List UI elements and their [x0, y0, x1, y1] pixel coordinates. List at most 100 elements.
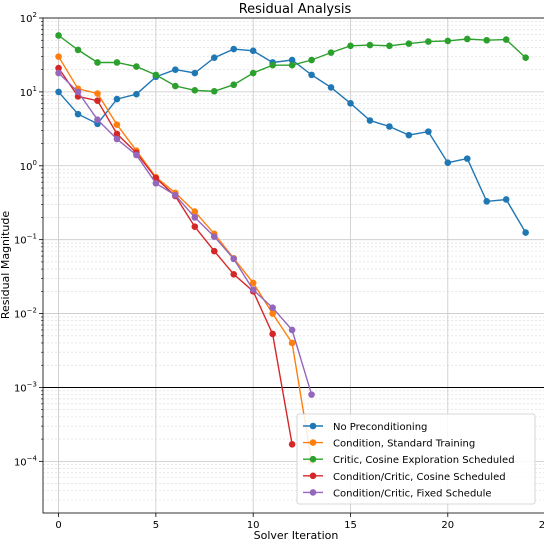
data-point: [386, 123, 393, 130]
x-axis-ticks: 0 5 10 15 20 25: [55, 513, 544, 531]
x-tick-label: 20: [441, 520, 454, 531]
data-point: [230, 270, 238, 278]
data-point: [113, 130, 121, 138]
data-point: [55, 53, 62, 60]
y-tick-label: 102: [20, 11, 37, 25]
legend-marker: [309, 439, 317, 446]
data-point: [288, 441, 296, 448]
data-point: [74, 110, 82, 118]
legend-marker: [309, 422, 317, 430]
data-point: [133, 63, 140, 70]
series-line: [58, 56, 313, 462]
data-point: [113, 59, 121, 66]
data-point: [210, 87, 218, 95]
data-point: [522, 229, 529, 236]
data-point: [502, 196, 510, 203]
data-point: [94, 97, 101, 104]
data-point: [269, 330, 276, 338]
series: [55, 45, 529, 236]
data-point: [210, 247, 218, 255]
data-point: [94, 59, 101, 66]
x-tick-label: 5: [153, 520, 159, 531]
legend-marker: [309, 489, 317, 496]
data-point: [269, 304, 276, 312]
data-point: [288, 56, 296, 64]
data-point: [172, 66, 179, 73]
data-point: [366, 117, 374, 124]
data-point: [55, 32, 62, 39]
y-tick-label: 100: [20, 159, 37, 173]
data-point: [113, 95, 121, 103]
plot-frame: [42, 17, 544, 514]
data-point: [288, 326, 296, 334]
data-point: [425, 128, 432, 135]
data-point: [308, 391, 315, 398]
data-point: [249, 69, 257, 77]
data-point: [191, 208, 199, 215]
data-point: [463, 35, 471, 43]
data-point: [425, 38, 432, 45]
y-tick-label: 10−1: [14, 233, 37, 247]
data-point: [327, 49, 335, 56]
data-point: [133, 90, 140, 98]
data-point: [405, 131, 413, 139]
data-point: [502, 36, 510, 43]
y-tick-label: 10−4: [14, 454, 38, 468]
legend-label: No Preconditioning: [333, 422, 427, 433]
data-point: [347, 42, 354, 50]
data-point: [55, 64, 62, 72]
data-point: [269, 61, 276, 69]
data-point: [74, 88, 82, 96]
x-tick-label: 25: [539, 520, 544, 531]
data-point: [288, 61, 296, 69]
data-point: [444, 37, 452, 45]
data-point: [366, 41, 374, 49]
legend-item: No Preconditioning: [303, 422, 427, 433]
data-point: [152, 179, 160, 187]
data-point: [463, 155, 471, 162]
data-point: [191, 214, 199, 221]
data-point: [172, 191, 179, 199]
data-point: [191, 223, 199, 230]
data-point: [522, 54, 529, 62]
chart-title: Residual Analysis: [239, 2, 352, 17]
legend-label: Condition, Standard Training: [333, 439, 475, 450]
legend-item: Condition/Critic, Cosine Scheduled: [303, 472, 506, 483]
data-point: [94, 90, 101, 97]
data-point: [249, 279, 257, 287]
data-point: [327, 84, 335, 91]
data-point: [405, 40, 413, 47]
data-point: [152, 71, 160, 79]
legend-item: Condition, Standard Training: [303, 439, 475, 450]
data-point: [74, 46, 82, 54]
data-point: [230, 45, 238, 53]
data-point: [230, 81, 238, 89]
x-axis-label: Solver Iteration: [254, 529, 339, 540]
legend-label: Condition/Critic, Fixed Schedule: [333, 488, 492, 499]
data-point: [249, 286, 257, 294]
legend: No Preconditioning Condition, Standard Tr…: [296, 413, 536, 505]
x-tick-label: 15: [344, 520, 357, 531]
legend-item: Critic, Cosine Exploration Scheduled: [303, 455, 515, 466]
y-tick-label: 10−2: [14, 307, 37, 321]
data-point: [113, 135, 121, 143]
data-point: [308, 56, 315, 64]
y-axis-ticks: 10−4 10−3 10−2 10−1 100 101 102: [14, 11, 43, 468]
data-point: [288, 339, 296, 347]
data-point: [191, 87, 199, 94]
data-point: [230, 255, 238, 263]
legend-item: Condition/Critic, Fixed Schedule: [303, 488, 492, 499]
data-point: [113, 121, 121, 128]
data-point: [55, 69, 62, 77]
legend-box: [296, 413, 536, 505]
data-point: [269, 310, 276, 317]
data-point: [347, 100, 354, 107]
legend-marker: [309, 472, 317, 480]
series: [55, 32, 529, 95]
data-point: [133, 151, 140, 159]
data-point: [483, 36, 491, 44]
minor-gridlines: [43, 21, 544, 501]
data-point: [55, 88, 62, 96]
data-point: [210, 54, 218, 62]
